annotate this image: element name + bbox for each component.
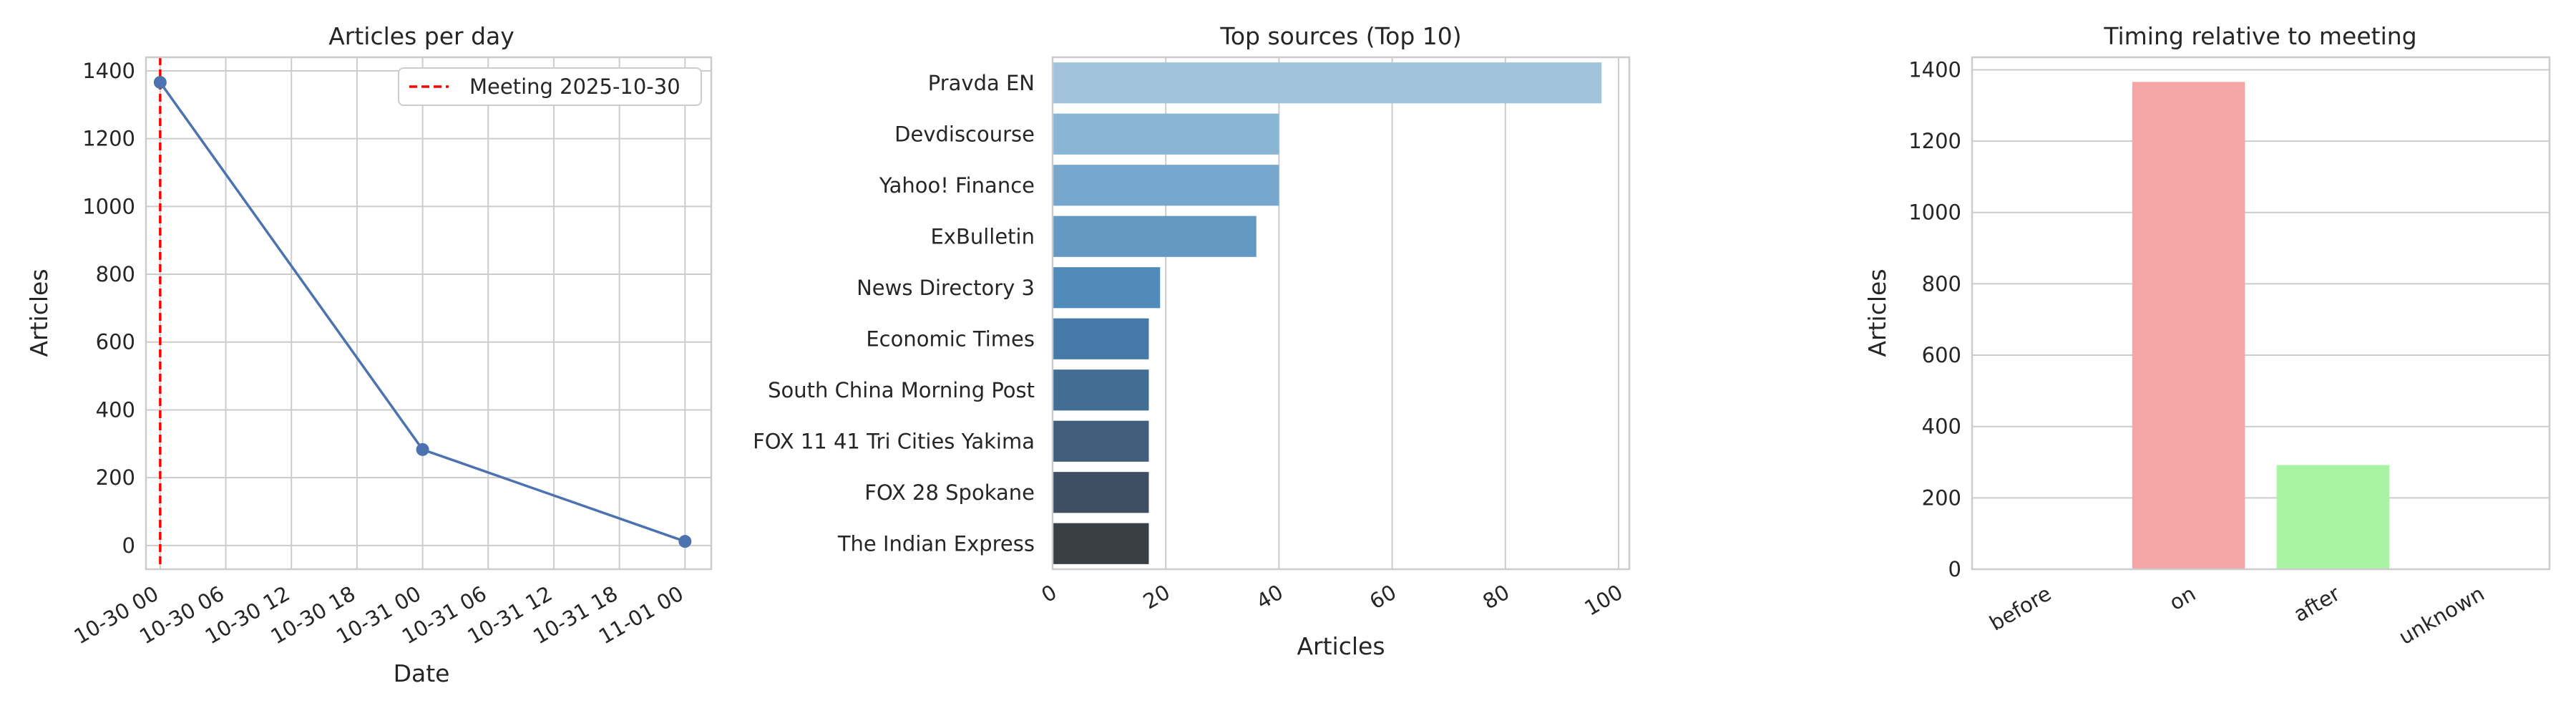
articles-data-point — [416, 442, 429, 456]
chart1-y-tick-label: 1400 — [82, 59, 135, 83]
chart3-y-tick-label: 400 — [1922, 415, 1961, 439]
chart1-y-tick-labels: 0 200 400 600 800 1000 1200 1400 — [82, 59, 135, 558]
chart2-plot-frame — [1051, 56, 1631, 571]
chart3-y-tick-label: 1000 — [1908, 200, 1961, 225]
chart2-bar — [1053, 472, 1149, 513]
chart3-title: Timing relative to meeting — [2103, 22, 2416, 50]
chart1-legend-box — [398, 67, 702, 106]
chart3-grid — [1972, 69, 2550, 570]
chart2-category-labels: Pravda EN Devdiscourse Yahoo! Finance ExBul… — [753, 71, 1035, 556]
chart1-y-tick-label: 800 — [96, 262, 135, 286]
chart2-category-label: Devdiscourse — [894, 122, 1035, 146]
chart2-category-label: South China Morning Post — [768, 378, 1035, 402]
chart2-category-label: News Directory 3 — [857, 276, 1035, 300]
chart2-bar — [1053, 62, 1602, 104]
chart2-bar — [1053, 523, 1149, 564]
chart1-y-tick-label: 200 — [96, 465, 135, 490]
chart2-bar — [1053, 318, 1149, 359]
chart2-bar — [1053, 420, 1149, 462]
chart1-x-axis-label: Date — [394, 659, 450, 687]
chart3-bars — [2132, 82, 2390, 570]
chart2-category-label: FOX 11 41 Tri Cities Yakima — [753, 429, 1035, 453]
articles-data-point — [153, 76, 167, 90]
chart1-y-axis-label: Articles — [25, 268, 53, 357]
chart1-y-tick-label: 600 — [96, 330, 135, 354]
chart2-category-label: The Indian Express — [837, 531, 1035, 556]
chart1-y-tick-label: 1000 — [82, 194, 135, 218]
chart2-bar — [1053, 369, 1149, 411]
chart2-category-label: FOX 28 Spokane — [864, 480, 1035, 505]
chart2-bars — [1053, 62, 1602, 564]
timing-chart: Timing relative to meeting 0 200 400 600 800… — [1863, 22, 2551, 649]
chart1-y-tick-label: 1200 — [82, 127, 135, 151]
articles-data-point — [678, 535, 692, 548]
chart2-category-label: Yahoo! Finance — [879, 173, 1035, 198]
chart1-y-tick-label: 0 — [122, 533, 135, 558]
chart3-y-tick-label: 600 — [1922, 343, 1961, 367]
chart2-bar — [1053, 267, 1161, 309]
chart3-y-tick-labels: 0 200 400 600 800 1000 1200 1400 — [1908, 57, 1961, 581]
chart3-y-tick-label: 0 — [1948, 557, 1961, 581]
chart1-series-layer — [153, 76, 692, 548]
chart2-bar — [1053, 165, 1279, 206]
chart2-bar — [1053, 113, 1279, 155]
chart2-x-axis-label: Articles — [1297, 632, 1385, 660]
chart3-plot-frame — [1971, 56, 2551, 571]
chart3-y-tick-label: 1400 — [1908, 57, 1961, 82]
chart2-title: Top sources (Top 10) — [1219, 22, 1461, 50]
chart3-y-tick-label: 1200 — [1908, 129, 1961, 153]
chart3-y-tick-label: 200 — [1922, 485, 1961, 510]
chart2-category-label: Pravda EN — [928, 71, 1035, 95]
chart3-y-axis-label: Articles — [1863, 268, 1891, 357]
chart1-legend-label: Meeting 2025-10-30 — [469, 74, 680, 99]
chart2-category-label: ExBulletin — [930, 224, 1035, 248]
chart1-plot-frame — [145, 56, 713, 571]
chart3-bar — [2132, 82, 2245, 570]
chart1-y-tick-label: 400 — [96, 397, 135, 422]
chart2-category-label: Economic Times — [866, 326, 1035, 351]
chart2-bar — [1053, 216, 1257, 257]
chart1-legend: Meeting 2025-10-30 — [398, 67, 702, 106]
top-sources-chart: Top sources (Top 10) Pravda EN Devdiscour… — [753, 22, 1631, 660]
chart3-bar — [2276, 465, 2390, 569]
chart3-y-tick-label: 800 — [1922, 271, 1961, 296]
chart1-title: Articles per day — [328, 22, 514, 50]
